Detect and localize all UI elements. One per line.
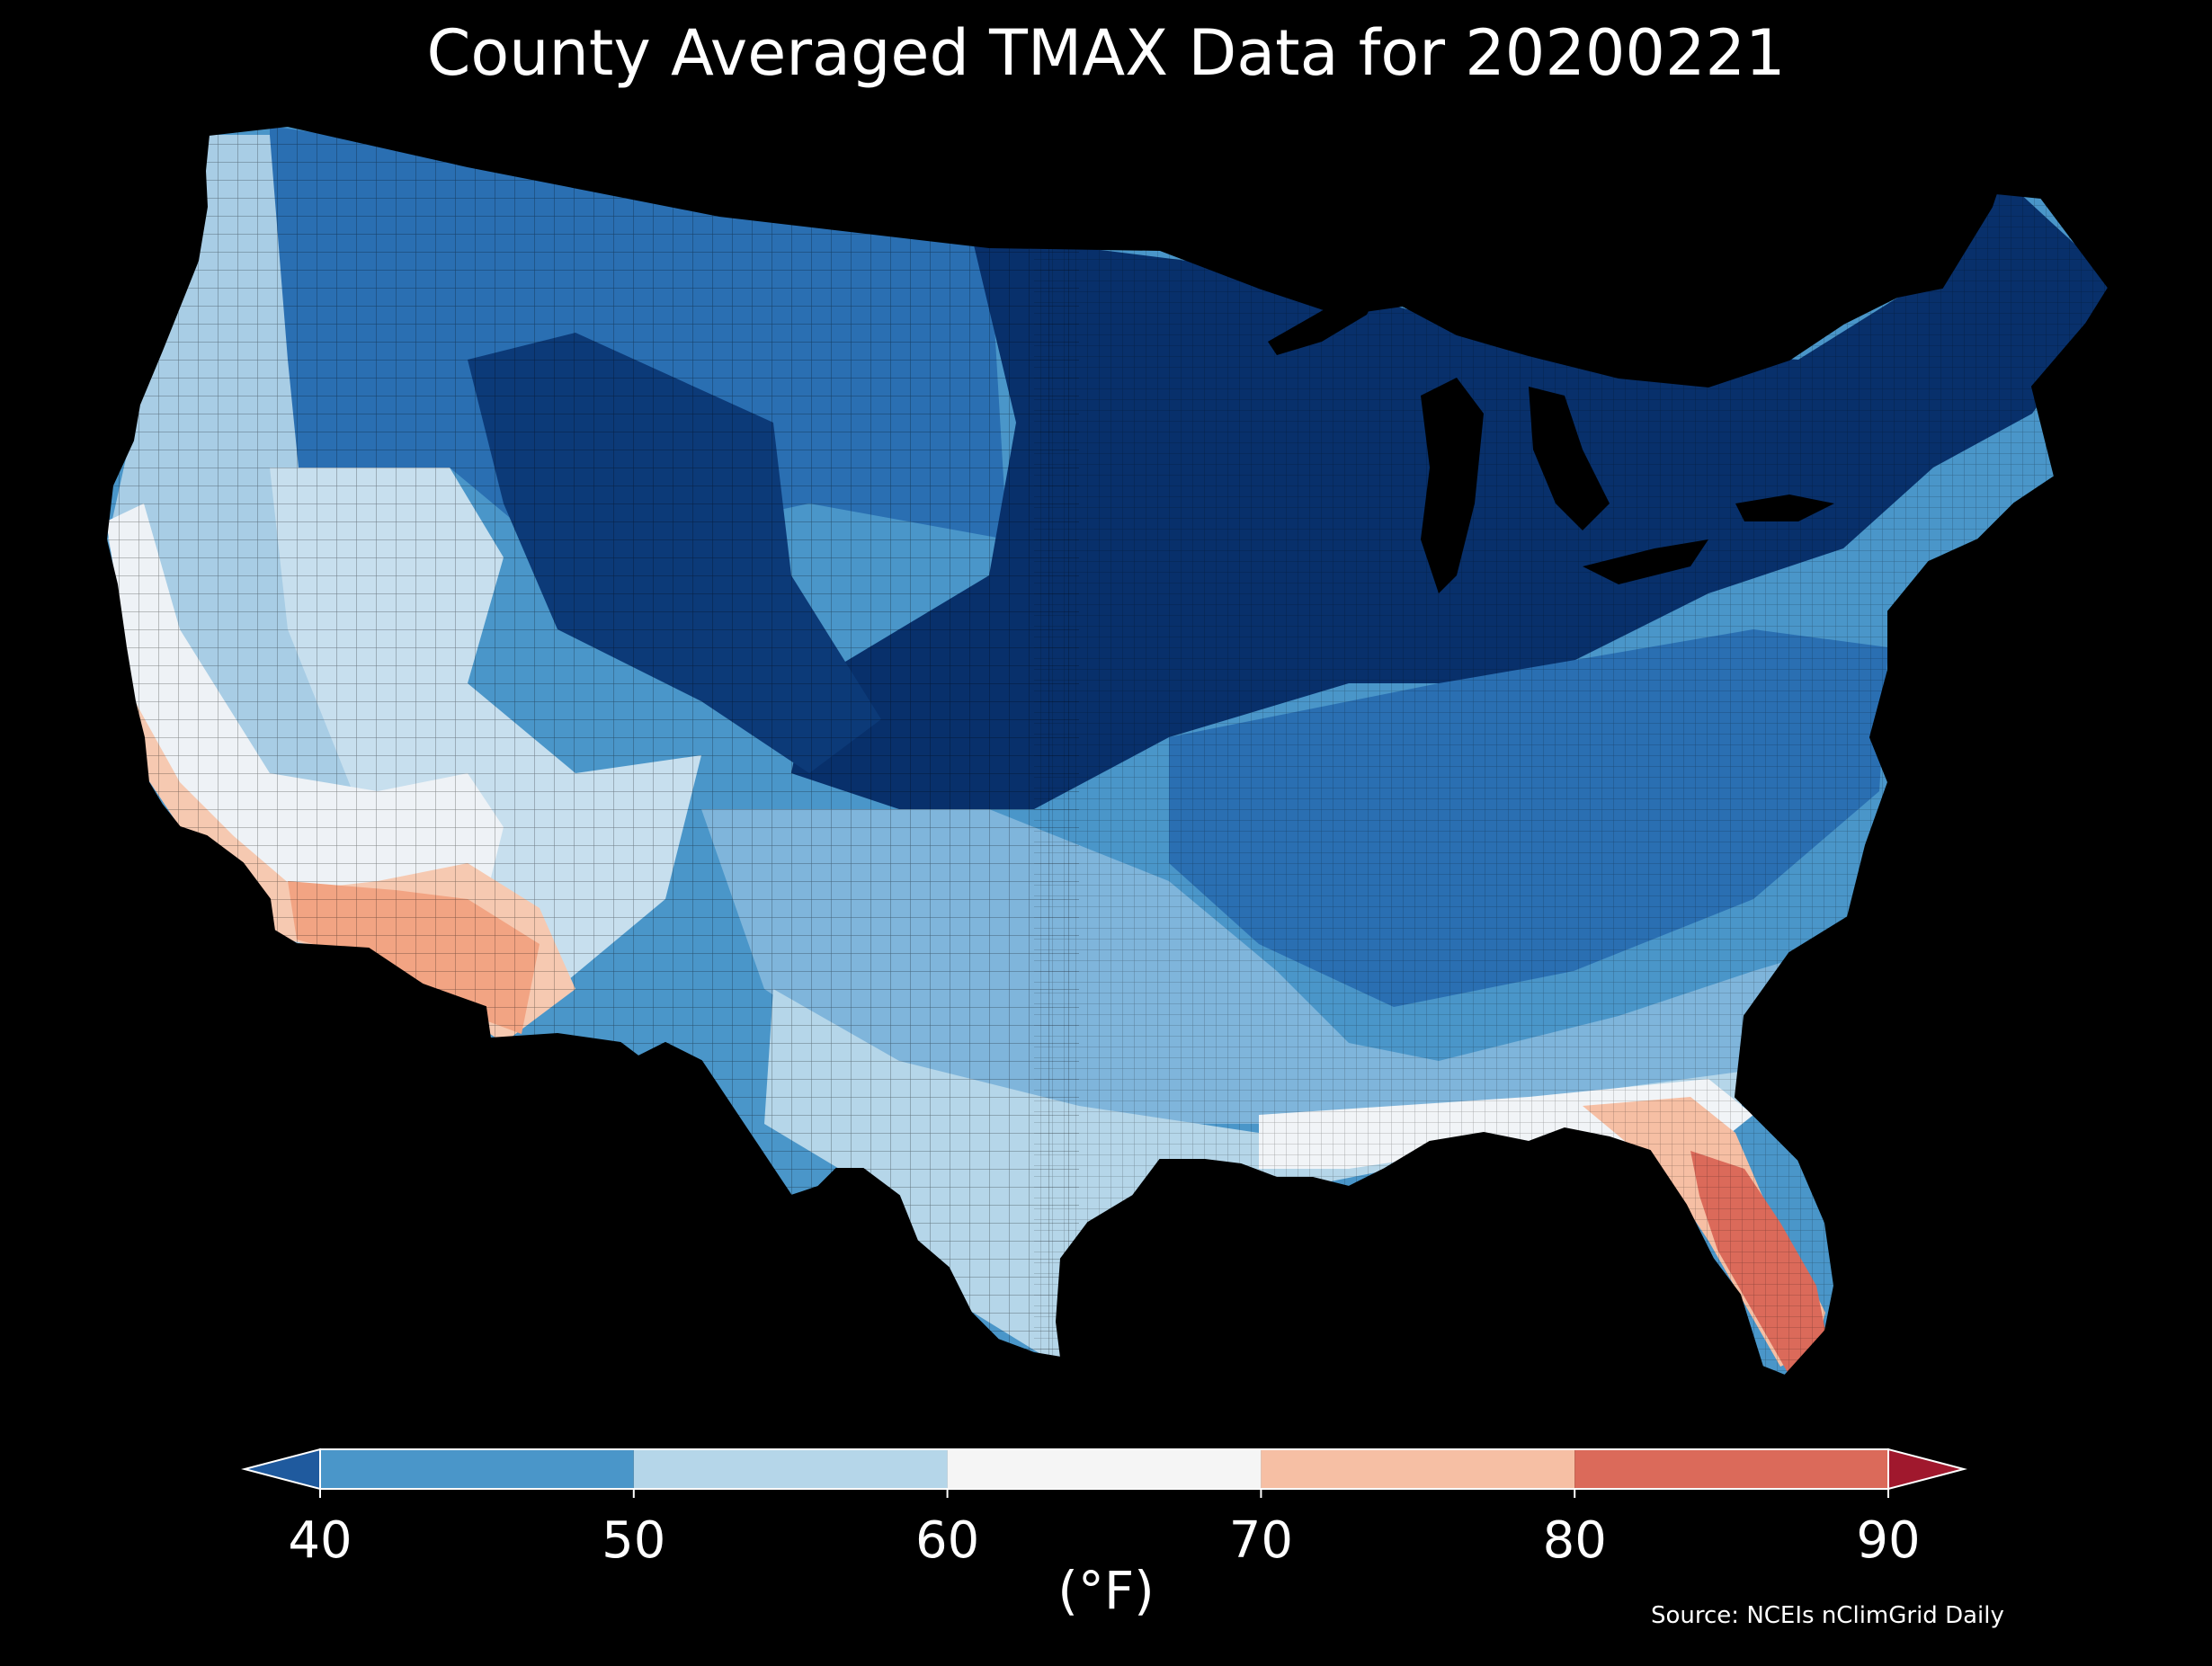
colorbar-tick-label: 60 (915, 1511, 979, 1570)
colorbar-tick-label: 40 (288, 1511, 352, 1570)
colorbar-extend-high (1887, 1448, 1967, 1491)
lake-huron (1529, 387, 1610, 530)
colorbar-bin (1574, 1449, 1888, 1489)
lake-superior (1268, 279, 1385, 355)
colorbar-extend-low (241, 1448, 321, 1491)
colorbar-tick-label: 90 (1856, 1511, 1920, 1570)
colorbar-bin (633, 1449, 948, 1489)
colorbar-tick-label: 80 (1543, 1511, 1607, 1570)
colorbar-bin (320, 1449, 634, 1489)
colorbar-bin (1261, 1449, 1575, 1489)
colorbar-tick-label: 70 (1229, 1511, 1293, 1570)
great-lakes (1268, 279, 1834, 593)
colorbar-unit-label: (°F) (1057, 1560, 1155, 1621)
source-credit: Source: NCEIs nClimGrid Daily (1651, 1602, 2004, 1629)
lake-ontario (1735, 494, 1834, 521)
colorbar-frame (319, 1448, 1889, 1490)
lake-erie (1583, 539, 1708, 584)
lake-michigan (1421, 378, 1484, 593)
colorbar-tick-label: 50 (602, 1511, 665, 1570)
map-title: County Averaged TMAX Data for 20200221 (426, 16, 1786, 90)
colorbar-bin (947, 1449, 1262, 1489)
